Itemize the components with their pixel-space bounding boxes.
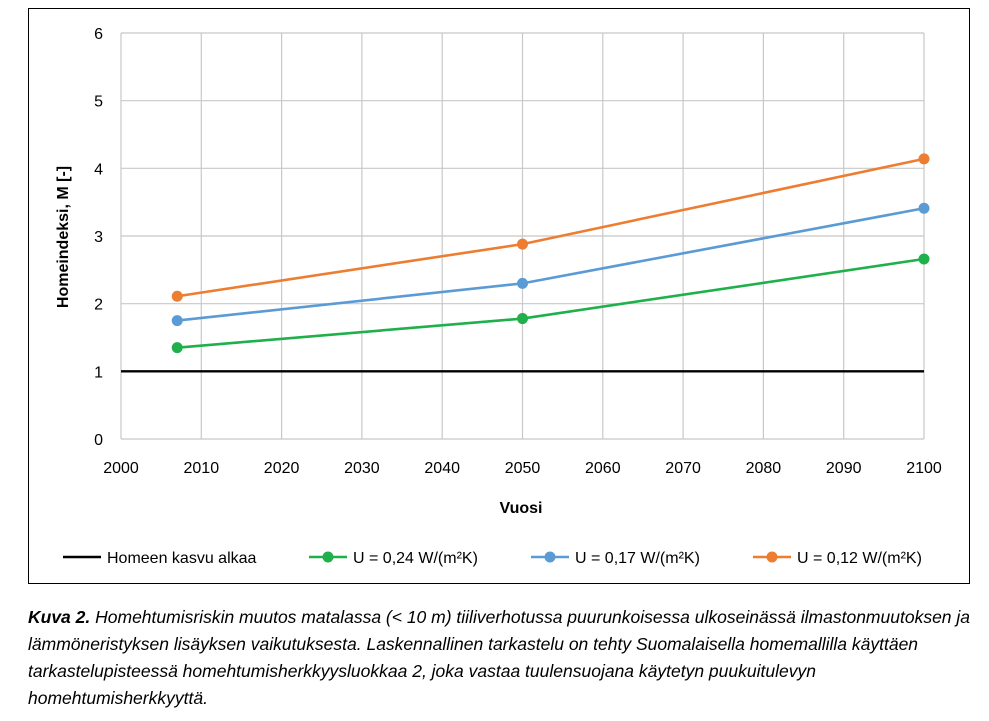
axes: 2000 2010 2020 2030 2040 2050 2060 2070 2080 2090…	[94, 26, 942, 477]
x-tick-label: 2020	[264, 460, 300, 477]
y-tick-label: 6	[94, 26, 103, 43]
x-tick-label: 2040	[424, 460, 460, 477]
data-point	[918, 253, 930, 265]
line-chart: 2000 2010 2020 2030 2040 2050 2060 2070 2080 2090…	[55, 26, 942, 567]
y-tick-label: 3	[94, 229, 103, 246]
y-tick-label: 1	[94, 364, 103, 381]
legend-label: U = 0,17 W/(m²K)	[575, 550, 700, 567]
data-point	[171, 290, 183, 302]
caption-label: Kuva 2.	[28, 607, 91, 627]
grid	[120, 32, 925, 440]
series-group	[121, 153, 930, 373]
legend-swatch-marker	[544, 551, 556, 563]
legend-label: U = 0,24 W/(m²K)	[353, 550, 478, 567]
data-point	[517, 238, 528, 250]
legend-swatch-marker	[322, 551, 334, 563]
x-tick-label: 2090	[826, 460, 862, 477]
x-tick-label: 2080	[746, 460, 782, 477]
legend-label: Homeen kasvu alkaa	[107, 550, 257, 567]
y-axis-label: Homeindeksi, M [-]	[55, 166, 72, 308]
x-tick-label: 2030	[344, 460, 380, 477]
x-tick-label: 2070	[665, 460, 701, 477]
data-point	[517, 313, 528, 325]
legend: Homeen kasvu alkaa U = 0,24 W/(m²K) U = 0,…	[63, 550, 922, 567]
chart-frame: 2000 2010 2020 2030 2040 2050 2060 2070 2080 2090…	[28, 8, 970, 584]
data-point	[918, 153, 930, 165]
x-axis-label: Vuosi	[500, 500, 543, 517]
x-tick-label: 2050	[505, 460, 541, 477]
caption-text: Homehtumisriskin muutos matalassa (< 10 …	[28, 607, 971, 708]
y-tick-label: 5	[94, 94, 103, 111]
data-point	[517, 277, 528, 289]
x-tick-label: 2010	[184, 460, 220, 477]
x-tick-label: 2060	[585, 460, 621, 477]
data-point	[171, 315, 183, 327]
x-tick-label: 2100	[906, 460, 942, 477]
figure-caption: Kuva 2. Homehtumisriskin muutos matalass…	[28, 604, 978, 712]
y-tick-label: 2	[94, 297, 103, 314]
data-point	[171, 342, 183, 354]
legend-swatch-marker	[766, 551, 778, 563]
legend-label: U = 0,12 W/(m²K)	[797, 550, 922, 567]
y-tick-label: 0	[94, 432, 103, 449]
data-point	[918, 202, 930, 214]
y-tick-label: 4	[94, 161, 103, 178]
x-tick-label: 2000	[103, 460, 139, 477]
